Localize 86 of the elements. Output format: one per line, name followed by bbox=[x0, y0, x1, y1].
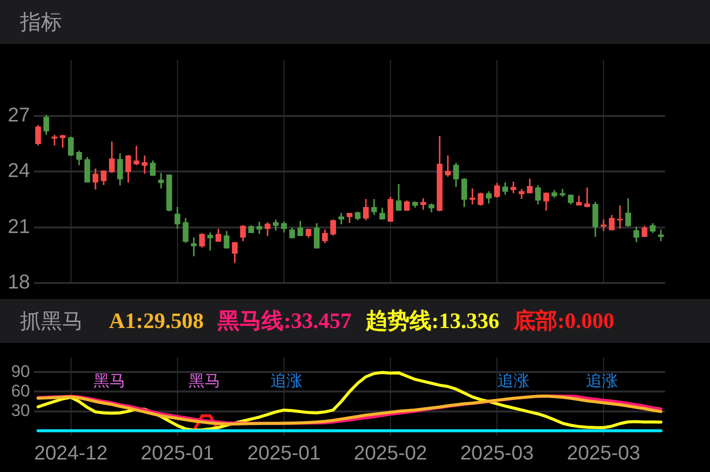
y-tick-label: 60 bbox=[11, 381, 30, 400]
candlestick bbox=[134, 145, 140, 166]
candlestick bbox=[388, 196, 394, 222]
candlestick bbox=[444, 154, 451, 178]
candlestick bbox=[600, 218, 606, 232]
series-label: 趋势线:13.336 bbox=[366, 307, 500, 335]
candlestick bbox=[68, 136, 74, 157]
annotation: 追涨 bbox=[498, 371, 530, 390]
annotation: 追涨 bbox=[270, 371, 302, 390]
candlestick bbox=[224, 230, 230, 250]
y-tick-label: 21 bbox=[8, 216, 30, 238]
x-tick-label: 2025-03 bbox=[566, 442, 640, 465]
candlestick bbox=[453, 162, 459, 188]
chart-title: 指标 bbox=[20, 10, 62, 36]
chart-title: 抓黑马 bbox=[20, 309, 83, 335]
candlestick bbox=[92, 168, 98, 190]
candlestick bbox=[617, 204, 623, 230]
candlestick bbox=[174, 206, 180, 230]
candlestick bbox=[379, 206, 386, 220]
text: 底部:0.000 bbox=[513, 307, 614, 335]
candlestick bbox=[502, 182, 508, 196]
candlestick bbox=[584, 186, 590, 208]
annotation: 黑马 bbox=[188, 371, 220, 390]
candlestick bbox=[535, 184, 541, 206]
candlestick bbox=[642, 225, 648, 238]
candlestick bbox=[76, 150, 82, 166]
x-tick-label: 2025-02 bbox=[354, 442, 428, 465]
candlestick bbox=[52, 134, 58, 146]
candlestick bbox=[117, 152, 123, 186]
candlestick bbox=[526, 178, 533, 194]
candlestick bbox=[363, 198, 369, 221]
x-tick-label: 2024-12 bbox=[34, 442, 108, 465]
candlestick bbox=[470, 188, 476, 206]
candlestick bbox=[281, 220, 287, 234]
candlestick bbox=[518, 188, 524, 200]
candlestick bbox=[35, 124, 41, 146]
candlestick bbox=[478, 192, 484, 206]
candlestick bbox=[216, 228, 222, 242]
x-tick-label: 2025-01 bbox=[247, 442, 321, 465]
y-tick-label: 18 bbox=[8, 272, 30, 294]
x-tick-label: 2025-01 bbox=[140, 442, 214, 465]
candlestick bbox=[568, 194, 574, 206]
annotation: 黑马 bbox=[94, 371, 126, 390]
candlestick bbox=[486, 190, 492, 204]
candlestick bbox=[190, 236, 197, 257]
candlestick bbox=[420, 198, 426, 211]
candlestick bbox=[510, 180, 516, 194]
y-tick-label: 30 bbox=[11, 400, 30, 420]
candlestick bbox=[232, 241, 238, 264]
y-tick-label: 24 bbox=[8, 160, 30, 182]
x-tick-label: 2025-03 bbox=[460, 442, 534, 465]
candlestick bbox=[297, 220, 304, 237]
text: A1:29.508 bbox=[109, 308, 204, 334]
candlestick bbox=[158, 172, 164, 190]
candlestick bbox=[272, 218, 279, 232]
text: 黑马线:33.457 bbox=[218, 307, 352, 335]
candlestick bbox=[314, 222, 320, 250]
candlestick bbox=[330, 218, 336, 236]
candlestick bbox=[43, 114, 50, 136]
candlestick bbox=[256, 220, 262, 235]
candlestick bbox=[125, 154, 132, 184]
candlestick bbox=[461, 177, 468, 208]
candlestick bbox=[338, 212, 344, 226]
candlestick bbox=[625, 198, 631, 228]
candlestick bbox=[108, 140, 115, 174]
candlestick bbox=[658, 228, 664, 242]
candlestick bbox=[264, 221, 270, 237]
candlestick bbox=[494, 182, 500, 198]
candlestick bbox=[84, 156, 90, 184]
candlestick bbox=[100, 170, 107, 186]
candlestick bbox=[633, 226, 640, 243]
candlestick bbox=[650, 222, 656, 234]
candlestick bbox=[182, 217, 188, 244]
candlestick bbox=[150, 160, 156, 177]
y-tick-label: 27 bbox=[8, 104, 30, 126]
candlestick bbox=[371, 198, 377, 216]
candlestick bbox=[199, 232, 205, 248]
candlestick bbox=[322, 228, 328, 244]
candlestick bbox=[240, 224, 246, 242]
candlestick bbox=[396, 183, 402, 212]
candlestick bbox=[142, 154, 148, 174]
candlestick bbox=[592, 201, 598, 238]
annotation: 追涨 bbox=[586, 371, 618, 390]
candlestick bbox=[608, 214, 615, 231]
candlestick bbox=[543, 192, 550, 212]
y-tick-label: 90 bbox=[11, 362, 30, 381]
